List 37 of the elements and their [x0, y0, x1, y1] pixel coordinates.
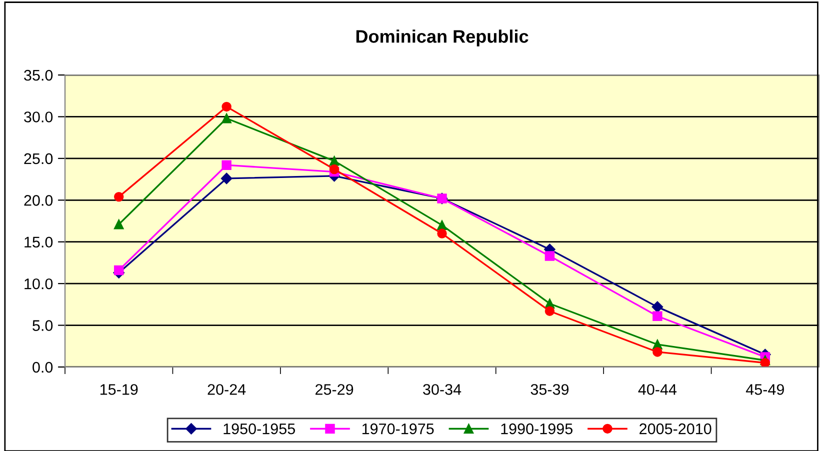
point — [114, 219, 124, 230]
legend-label: 1950-1955 — [224, 423, 295, 434]
point — [222, 114, 232, 124]
point — [760, 358, 770, 367]
x-tick-label: 25-29 — [316, 384, 354, 395]
x-tick-label: 20-24 — [208, 384, 246, 395]
y-tick-label: 10.0 — [24, 278, 53, 290]
y-tick-label: 15.0 — [24, 236, 53, 248]
x-tick-label: 30-34 — [423, 384, 462, 395]
y-tick-label: 30.0 — [24, 112, 53, 122]
y-tick-label: 0.0 — [32, 362, 53, 373]
x-tick-label: 40-44 — [638, 384, 677, 395]
point — [652, 311, 662, 321]
point — [114, 192, 124, 202]
point — [114, 265, 124, 276]
point — [329, 156, 340, 166]
y-tick-label: 25.0 — [24, 153, 53, 164]
point — [652, 301, 664, 313]
x-tick-label: 35-39 — [530, 384, 569, 395]
legend-label: 1990-1995 — [501, 423, 572, 434]
point — [544, 251, 555, 261]
point — [652, 347, 662, 357]
x-tick-label: 45-49 — [746, 384, 784, 395]
point — [222, 160, 232, 170]
x-tick-label: 15-19 — [100, 384, 138, 395]
point — [220, 172, 232, 184]
point — [222, 102, 232, 112]
point — [329, 164, 340, 174]
point — [544, 306, 555, 316]
point — [437, 220, 447, 230]
legend-label: 1970-1975 — [362, 423, 434, 434]
legend-label: 2005-2010 — [640, 423, 712, 434]
y-tick-label: 35.0 — [24, 70, 53, 81]
chart-title: Dominican Republic — [356, 30, 528, 46]
y-tick-label: 20.0 — [24, 195, 53, 206]
y-tick-label: 5.0 — [32, 320, 53, 331]
point — [437, 228, 447, 238]
